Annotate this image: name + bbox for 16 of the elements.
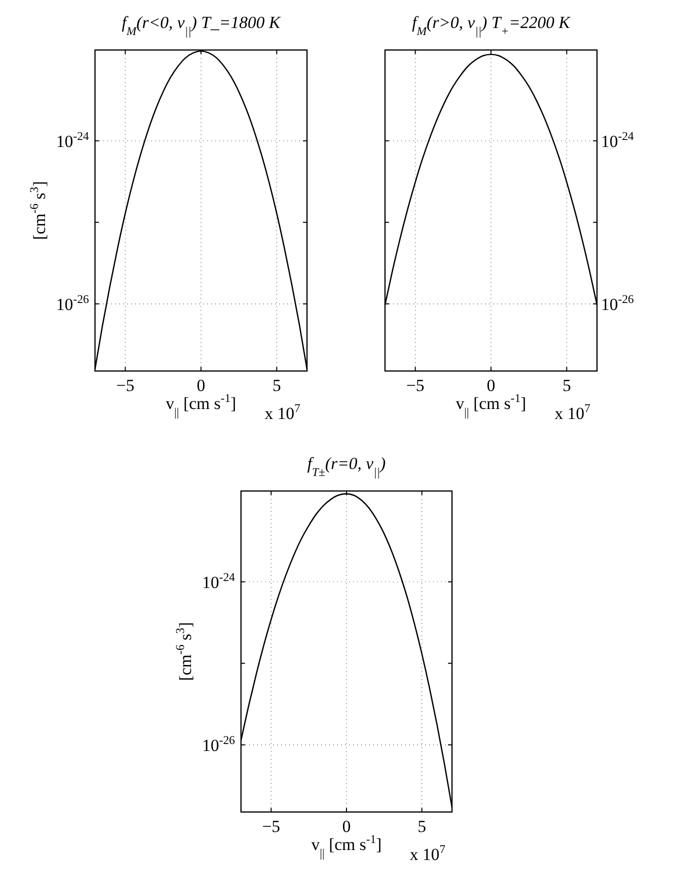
text: x 10$^{7}$ <box>554 401 590 423</box>
y2-tick-label: 10$^{-26}$ <box>601 292 634 314</box>
x-tick-label: −5 <box>262 817 280 836</box>
line-series <box>240 493 453 808</box>
x-tick-label: 5 <box>272 376 281 395</box>
x-tick-label: 5 <box>418 817 426 836</box>
x-tick-label: 5 <box>562 376 571 395</box>
x-tick-label: −5 <box>116 376 134 395</box>
chart-title: f$_{M}$(r<0, v$_{||}$) T_=1800 K <box>122 13 282 38</box>
text: x 10$^{7}$ <box>410 842 446 864</box>
chart-title: f$_{M}$(r>0, v$_{||}$) T$_{+}$=2200 K <box>412 13 572 38</box>
y2-tick-label: 10$^{-24}$ <box>601 128 634 151</box>
x-tick-label: −5 <box>406 376 424 395</box>
line-series <box>94 50 308 370</box>
chart-title: f$_{T±}$(r=0, v$_{||}$) <box>307 454 386 479</box>
text: x 10$^{7}$ <box>264 401 300 423</box>
